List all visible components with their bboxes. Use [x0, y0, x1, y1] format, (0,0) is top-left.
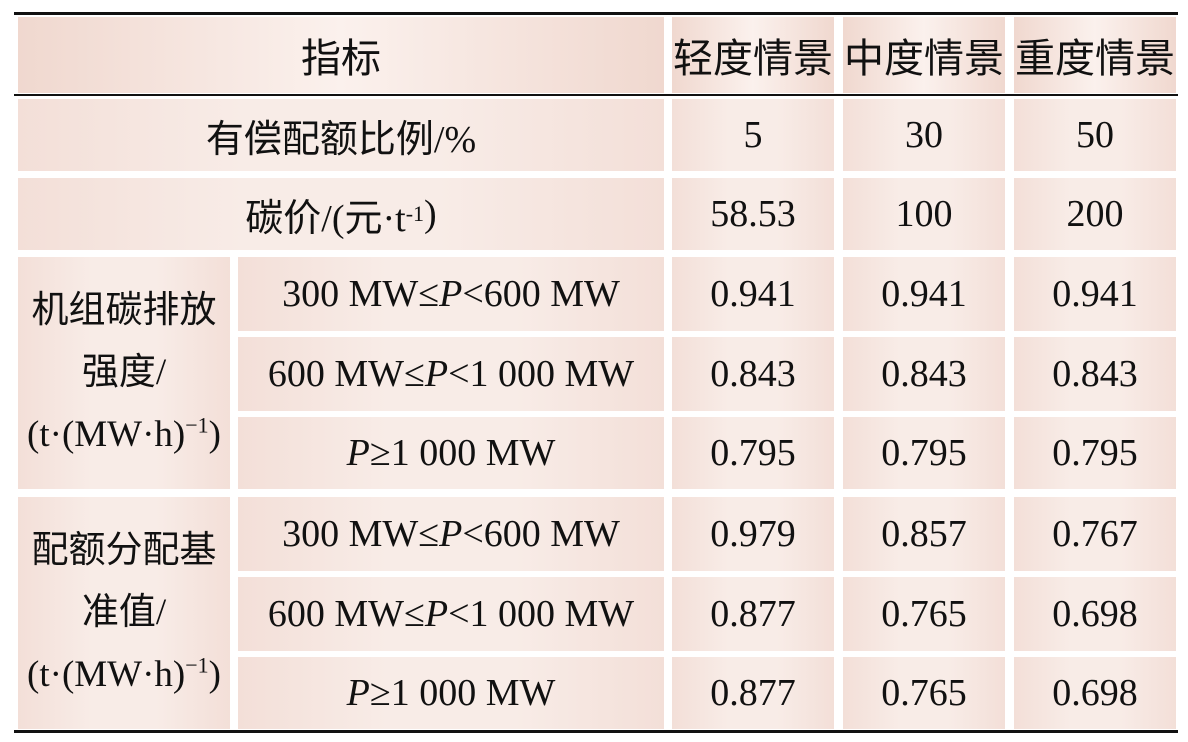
cell-carbon-price-moderate: 100 [843, 178, 1005, 250]
allocation-benchmark-label-line1: 配额分配基 [31, 530, 217, 571]
emission-intensity-unit: (t·(MW·h)−1) [27, 412, 221, 455]
emission-row-1-severe: 0.941 [1014, 257, 1176, 331]
benchmark-row-3-range: P ≥1 000 MW [238, 657, 664, 729]
carbon-price-label-suffix: ) [424, 193, 437, 235]
benchmark-row-2-moderate: 0.765 [843, 577, 1005, 651]
benchmark-row-2-light: 0.877 [672, 577, 834, 651]
emission-intensity-label-line1: 机组碳排放 [31, 290, 217, 331]
emission-row-1-moderate: 0.941 [843, 257, 1005, 331]
emission-row-3-light: 0.795 [672, 417, 834, 489]
header-scenario-severe: 重度情景 [1014, 17, 1176, 93]
cell-paid-ratio-light: 5 [672, 99, 834, 171]
row-label-paid-ratio: 有偿配额比例/% [18, 99, 664, 171]
benchmark-row-3-moderate: 0.765 [843, 657, 1005, 729]
emission-row-3-moderate: 0.795 [843, 417, 1005, 489]
top-rule [14, 12, 1178, 15]
header-scenario-moderate: 中度情景 [843, 17, 1005, 93]
benchmark-row-1-range: 300 MW≤ P <600 MW [238, 497, 664, 571]
cell-carbon-price-light: 58.53 [672, 178, 834, 250]
row-label-carbon-price: 碳价/(元·t -1) [18, 178, 664, 250]
benchmark-row-1-moderate: 0.857 [843, 497, 1005, 571]
allocation-benchmark-label-line2: 准值/ [81, 592, 167, 633]
cell-carbon-price-severe: 200 [1014, 178, 1176, 250]
cell-paid-ratio-severe: 50 [1014, 99, 1176, 171]
benchmark-row-2-range: 600 MW≤ P <1 000 MW [238, 577, 664, 651]
cell-paid-ratio-moderate: 30 [843, 99, 1005, 171]
benchmark-row-1-light: 0.979 [672, 497, 834, 571]
benchmark-row-2-severe: 0.698 [1014, 577, 1176, 651]
carbon-price-label-prefix: 碳价/(元·t [245, 197, 406, 240]
header-indicator: 指标 [18, 17, 664, 93]
header-rule [14, 94, 1178, 96]
emission-row-2-severe: 0.843 [1014, 337, 1176, 411]
benchmark-row-1-severe: 0.767 [1014, 497, 1176, 571]
emission-row-2-light: 0.843 [672, 337, 834, 411]
emission-intensity-label-line2: 强度/ [81, 352, 167, 393]
emission-row-1-light: 0.941 [672, 257, 834, 331]
group-label-emission-intensity: 机组碳排放 强度/ (t·(MW·h)−1) [18, 257, 230, 489]
emission-row-2-range: 600 MW≤ P <1 000 MW [238, 337, 664, 411]
emission-row-3-severe: 0.795 [1014, 417, 1176, 489]
emission-row-2-moderate: 0.843 [843, 337, 1005, 411]
group-label-allocation-benchmark: 配额分配基 准值/ (t·(MW·h)−1) [18, 497, 230, 729]
benchmark-row-3-light: 0.877 [672, 657, 834, 729]
benchmark-row-3-severe: 0.698 [1014, 657, 1176, 729]
emission-row-1-range: 300 MW≤ P <600 MW [238, 257, 664, 331]
emission-row-3-range: P ≥1 000 MW [238, 417, 664, 489]
header-scenario-light: 轻度情景 [672, 17, 834, 93]
bottom-rule [14, 730, 1178, 733]
allocation-benchmark-unit: (t·(MW·h)−1) [27, 652, 221, 695]
